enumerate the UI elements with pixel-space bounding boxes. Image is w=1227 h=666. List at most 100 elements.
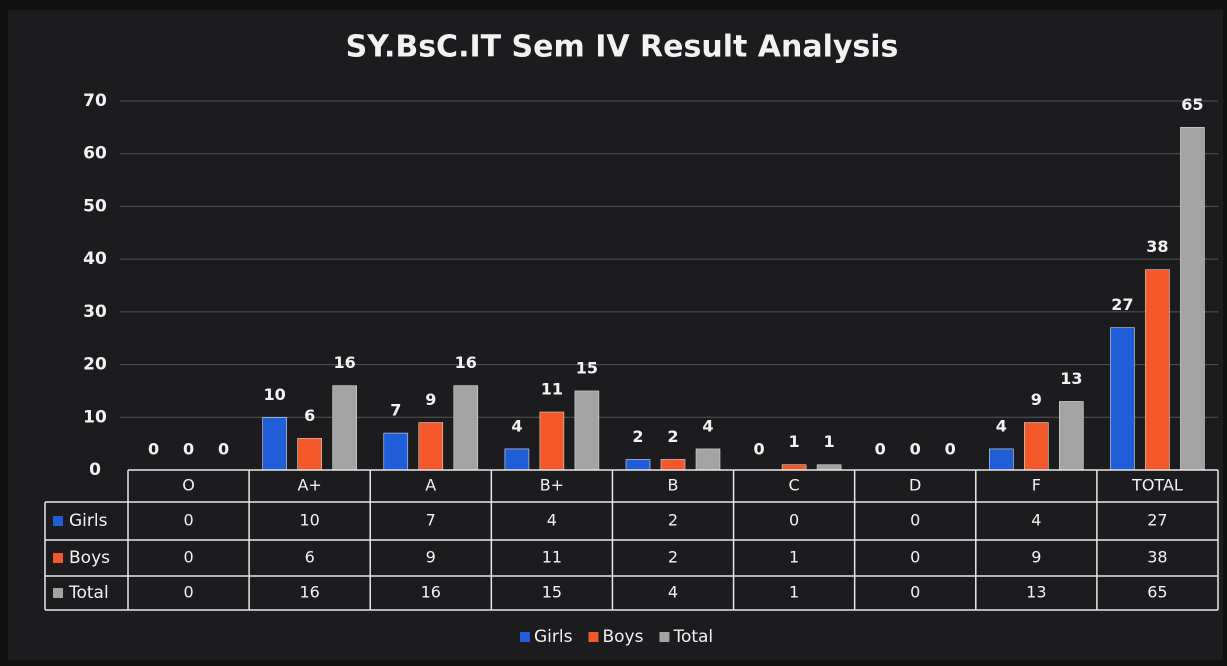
table-cell: 4 <box>1031 511 1041 530</box>
bar <box>383 432 409 471</box>
data-label: 7 <box>390 401 401 420</box>
table-cell: 16 <box>299 583 319 602</box>
bar <box>1145 269 1170 471</box>
data-label: 0 <box>218 440 229 459</box>
data-label: 4 <box>511 416 522 435</box>
data-label: 4 <box>702 416 713 435</box>
data-label: 16 <box>455 353 477 372</box>
data-label: 1 <box>789 432 800 451</box>
table-cell: 0 <box>183 511 193 530</box>
data-label: 0 <box>945 440 956 459</box>
table-cell: 4 <box>547 511 557 530</box>
data-label: 0 <box>754 440 765 459</box>
legend-key <box>588 632 599 642</box>
table-cell: 9 <box>1031 548 1041 567</box>
y-tick-label: 50 <box>83 196 107 216</box>
table-cell: 4 <box>668 583 678 602</box>
bar <box>1059 401 1084 471</box>
table-cell: 9 <box>426 548 436 567</box>
data-label: 9 <box>1031 390 1042 409</box>
bar <box>660 459 686 471</box>
y-tick-label: 60 <box>83 144 107 164</box>
table-cell: 16 <box>421 583 441 602</box>
data-label: 2 <box>667 427 678 446</box>
bar <box>262 416 287 471</box>
table-cell: 1 <box>789 583 799 602</box>
bar <box>1024 422 1049 471</box>
data-label: 0 <box>875 440 886 459</box>
legend-label: Girls <box>534 627 573 647</box>
x-tick-label: D <box>909 476 921 495</box>
bar <box>625 459 651 471</box>
legend-key <box>53 516 63 526</box>
x-tick-label: F <box>1032 476 1041 495</box>
bar <box>781 464 807 471</box>
table-cell: 0 <box>910 511 920 530</box>
data-label: 15 <box>576 358 598 377</box>
data-label: 9 <box>425 390 436 409</box>
data-label: 6 <box>304 406 315 425</box>
data-label: 2 <box>632 427 643 446</box>
row-label: Boys <box>69 548 110 568</box>
table-cell: 6 <box>305 548 315 567</box>
y-tick-label: 40 <box>83 249 107 269</box>
x-tick-label: O <box>182 476 195 495</box>
bar <box>1180 127 1205 471</box>
table-cell: 1 <box>789 548 799 567</box>
x-tick-label: A <box>425 476 436 495</box>
x-tick-label: A+ <box>297 476 321 495</box>
data-label: 0 <box>148 440 159 459</box>
chart-title: SY.BsC.IT Sem IV Result Analysis <box>346 30 899 65</box>
data-label: 13 <box>1060 369 1082 388</box>
data-label: 10 <box>264 385 286 404</box>
table-cell: 65 <box>1147 583 1167 602</box>
x-tick-label: C <box>789 476 800 495</box>
bar <box>453 385 479 471</box>
chart-background <box>8 10 1223 660</box>
data-label: 16 <box>334 353 356 372</box>
x-tick-label: B+ <box>540 476 564 495</box>
data-label: 0 <box>183 440 194 459</box>
y-tick-label: 10 <box>83 407 107 427</box>
legend-key <box>520 632 530 642</box>
bar <box>989 448 1014 471</box>
legend-key <box>53 588 63 598</box>
y-tick-label: 20 <box>83 355 107 375</box>
data-label: 38 <box>1146 237 1168 256</box>
y-tick-label: 30 <box>83 302 107 322</box>
y-tick-label: 0 <box>89 460 101 480</box>
legend-label: Boys <box>602 627 643 647</box>
x-tick-label: TOTAL <box>1131 476 1183 495</box>
table-cell: 38 <box>1147 548 1167 567</box>
table-cell: 0 <box>183 548 193 567</box>
bar <box>418 422 444 471</box>
row-label: Girls <box>69 511 108 531</box>
data-label: 27 <box>1111 295 1133 314</box>
data-label: 1 <box>824 432 835 451</box>
data-label: 0 <box>910 440 921 459</box>
bar <box>695 448 721 471</box>
legend-label: Total <box>672 627 713 647</box>
table-cell: 0 <box>789 511 799 530</box>
table-cell: 7 <box>426 511 436 530</box>
bar <box>504 448 530 471</box>
table-cell: 0 <box>910 548 920 567</box>
table-cell: 0 <box>183 583 193 602</box>
table-cell: 10 <box>299 511 319 530</box>
legend-key <box>659 632 670 642</box>
bar <box>332 385 357 471</box>
bar <box>1110 327 1135 471</box>
bar <box>816 464 842 471</box>
legend-key <box>53 553 63 563</box>
x-tick-label: B <box>668 476 679 495</box>
table-cell: 2 <box>668 548 678 567</box>
bar <box>539 411 565 471</box>
table-cell: 13 <box>1026 583 1046 602</box>
table-cell: 27 <box>1147 511 1167 530</box>
row-label: Total <box>68 583 109 603</box>
y-tick-label: 70 <box>83 91 107 111</box>
bar <box>297 438 322 471</box>
table-cell: 0 <box>910 583 920 602</box>
table-cell: 11 <box>542 548 562 567</box>
